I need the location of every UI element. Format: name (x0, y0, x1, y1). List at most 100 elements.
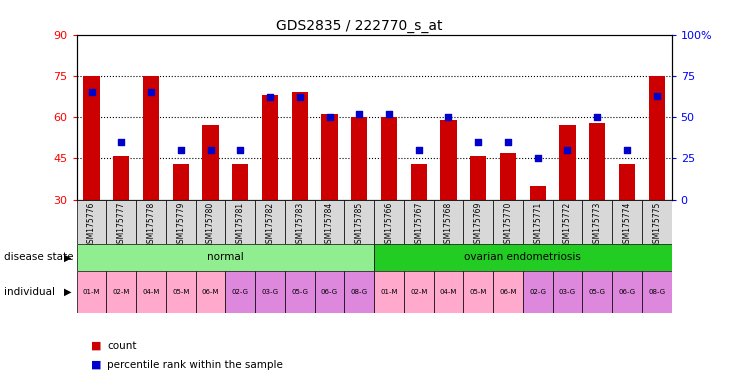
Bar (500, 153, 516, 200)
Bar (642, 271, 672, 313)
Text: GSM175772: GSM175772 (563, 202, 572, 248)
Text: GSM175780: GSM175780 (206, 202, 215, 248)
Point (175, 147, 187, 153)
Bar (107, 271, 136, 313)
Point (561, 147, 573, 153)
Bar (493, 200, 523, 244)
Text: ■: ■ (91, 341, 101, 351)
Bar (345, 271, 374, 313)
Point (383, 111, 395, 117)
Bar (226, 200, 255, 244)
Bar (77, 244, 374, 271)
Text: 04-M: 04-M (142, 289, 160, 295)
Text: 01-M: 01-M (380, 289, 398, 295)
Bar (619, 164, 635, 200)
Bar (285, 271, 315, 313)
Text: individual: individual (4, 287, 55, 297)
Text: GSM175774: GSM175774 (623, 202, 631, 248)
Bar (315, 200, 345, 244)
Text: normal: normal (207, 252, 244, 262)
Text: count: count (107, 341, 137, 351)
Bar (83, 76, 100, 200)
Text: GSM175778: GSM175778 (147, 202, 155, 248)
Bar (202, 126, 219, 200)
Text: 02-G: 02-G (529, 289, 546, 295)
Bar (107, 200, 136, 244)
Bar (285, 200, 315, 244)
Bar (493, 271, 523, 313)
Text: 08-G: 08-G (648, 289, 665, 295)
Bar (77, 200, 107, 244)
Bar (440, 120, 457, 200)
Bar (410, 164, 427, 200)
Text: 05-G: 05-G (588, 289, 606, 295)
Point (323, 114, 335, 120)
Point (532, 156, 544, 162)
Point (621, 147, 633, 153)
Bar (196, 271, 226, 313)
Bar (374, 271, 404, 313)
Bar (226, 271, 255, 313)
Text: 02-M: 02-M (112, 289, 130, 295)
Bar (381, 117, 397, 200)
Bar (232, 164, 248, 200)
Point (145, 89, 157, 96)
Text: 06-G: 06-G (618, 289, 636, 295)
Bar (404, 200, 434, 244)
Text: GSM175781: GSM175781 (236, 202, 245, 248)
Bar (166, 200, 196, 244)
Point (472, 139, 484, 145)
Bar (470, 156, 486, 200)
Bar (113, 156, 129, 200)
Text: 04-M: 04-M (439, 289, 457, 295)
Text: 08-G: 08-G (350, 289, 368, 295)
Text: GSM175768: GSM175768 (444, 202, 453, 248)
Point (204, 147, 216, 153)
Text: GSM175771: GSM175771 (533, 202, 542, 248)
Bar (583, 200, 612, 244)
Text: ▶: ▶ (64, 252, 71, 262)
Bar (553, 200, 583, 244)
Bar (351, 117, 367, 200)
Text: 03-G: 03-G (559, 289, 576, 295)
Text: GSM175767: GSM175767 (414, 202, 423, 248)
Bar (374, 200, 404, 244)
Bar (291, 93, 308, 200)
Text: GSM175766: GSM175766 (385, 202, 393, 248)
Bar (345, 200, 374, 244)
Point (651, 93, 663, 99)
Bar (434, 271, 464, 313)
Bar (255, 200, 285, 244)
Text: 01-M: 01-M (82, 289, 100, 295)
Text: GSM175775: GSM175775 (652, 202, 661, 248)
Text: 03-G: 03-G (261, 289, 279, 295)
Point (294, 94, 306, 100)
Text: GSM175770: GSM175770 (504, 202, 512, 248)
Bar (464, 200, 493, 244)
Text: disease state: disease state (4, 252, 73, 262)
Text: GSM175782: GSM175782 (266, 202, 274, 248)
Bar (196, 200, 226, 244)
Text: 06-M: 06-M (499, 289, 517, 295)
Text: 06-M: 06-M (201, 289, 219, 295)
Bar (583, 271, 612, 313)
Text: GSM175784: GSM175784 (325, 202, 334, 248)
Bar (553, 271, 583, 313)
Text: ■: ■ (91, 360, 101, 370)
Bar (166, 271, 196, 313)
Bar (612, 200, 642, 244)
Point (591, 114, 603, 120)
Bar (559, 126, 576, 200)
Point (502, 139, 514, 145)
Text: 06-G: 06-G (321, 289, 338, 295)
Text: 02-G: 02-G (231, 289, 249, 295)
Bar (255, 271, 285, 313)
Point (85, 89, 97, 96)
Point (264, 94, 276, 100)
Text: GSM175769: GSM175769 (474, 202, 483, 248)
Bar (172, 164, 189, 200)
Point (442, 114, 454, 120)
Text: GSM175779: GSM175779 (176, 202, 185, 248)
Bar (523, 271, 553, 313)
Text: GSM175783: GSM175783 (295, 202, 304, 248)
